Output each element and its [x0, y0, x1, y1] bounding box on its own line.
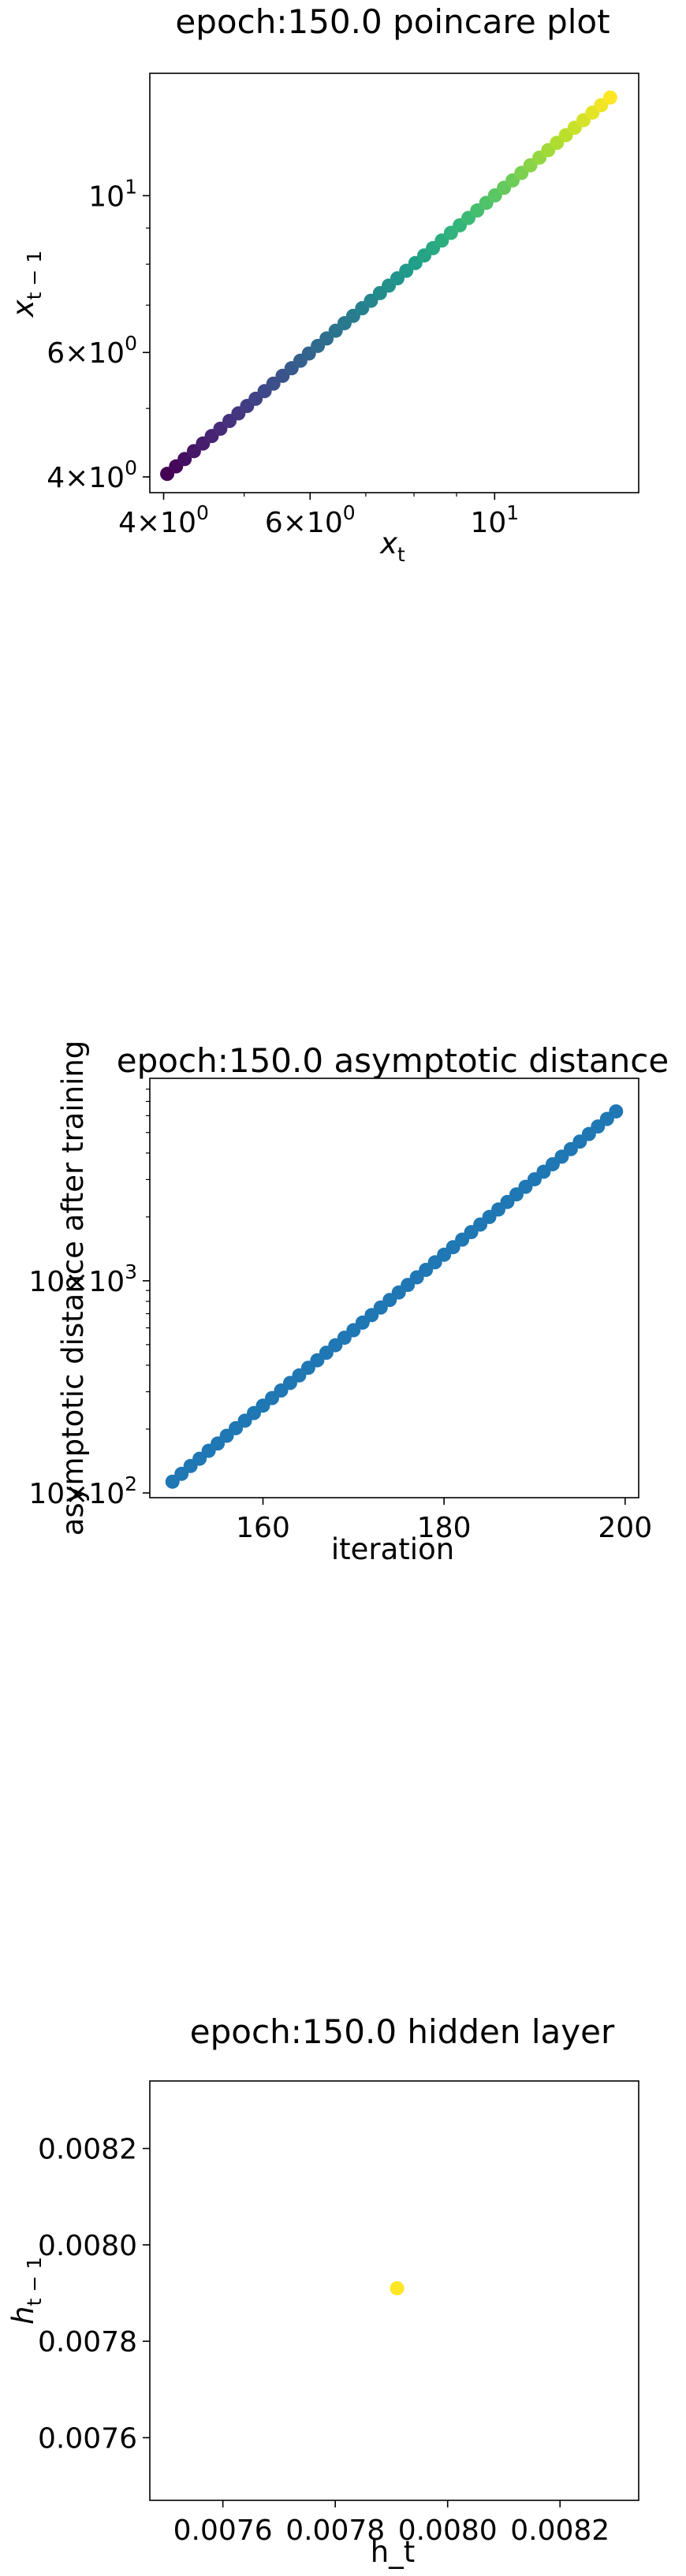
y-axis-label: asymptotic distance after training [56, 1040, 90, 1536]
plot-frame [149, 73, 639, 493]
data-points [160, 90, 617, 482]
x-tick-label: 0.0076 [173, 2515, 273, 2547]
plot-frame [149, 1078, 639, 1498]
y-tick-label: 6×100 [47, 332, 137, 370]
x-tick-label: 0.0080 [398, 2515, 498, 2547]
data-point [266, 376, 281, 391]
chart-title: epoch:150.0 hidden layer [190, 2012, 615, 2051]
data-point [177, 452, 192, 467]
x-tick-label: 101 [470, 501, 519, 539]
x-tick-label: 4×100 [118, 501, 209, 539]
chart-title: epoch:150.0 poincare plot [175, 2, 610, 41]
y-axis-label: ht − 1 [6, 2257, 46, 2325]
x-tick-label: 180 [417, 1512, 472, 1544]
y-tick-label: 10×103 [28, 1260, 137, 1298]
y-tick-label: 4×100 [47, 456, 137, 494]
plot-frame [149, 2080, 639, 2501]
data-point [609, 1104, 624, 1119]
x-axis-label: xt [379, 527, 405, 566]
y-ticks: 0.0076 0.0078 0.0080 0.0082 [38, 2134, 150, 2455]
y-tick-label: 0.0080 [38, 2230, 137, 2262]
x-axis-label: iteration [331, 1532, 454, 1566]
y-tick-label: 0.0078 [38, 2326, 137, 2358]
x-tick-label: 160 [236, 1512, 290, 1544]
hidden-layer-plot: epoch:150.0 hidden layer 0.0076 0.0078 0.0… [6, 2012, 639, 2569]
y-tick-label: 10×102 [28, 1472, 137, 1510]
y-ticks: 4×100 6×100 101 [47, 175, 150, 494]
x-ticks: 4×100 6×100 101 [118, 493, 519, 539]
asymptotic-distance-plot: epoch:150.0 asymptotic distance 160 180 20… [28, 1040, 669, 1566]
x-tick-label: 0.0082 [510, 2515, 610, 2547]
x-axis-label: h_t [371, 2535, 415, 2569]
data-point [390, 2280, 405, 2295]
y-tick-label: 101 [88, 175, 137, 213]
y-tick-label: 0.0076 [38, 2423, 137, 2455]
data-point [602, 90, 617, 105]
x-ticks: 0.0076 0.0078 0.0080 0.0082 [173, 2500, 610, 2547]
x-tick-label: 200 [598, 1512, 652, 1544]
chart-title: epoch:150.0 asymptotic distance [117, 1041, 669, 1080]
y-ticks: 10×102 10×103 [28, 1089, 150, 1510]
y-tick-label: 0.0082 [38, 2134, 137, 2166]
x-tick-label: 6×100 [265, 501, 356, 539]
data-points [390, 2280, 405, 2295]
poincare-plot: epoch:150.0 poincare plot 4×100 6×100 101 … [6, 2, 639, 566]
data-points [165, 1104, 624, 1489]
x-ticks: 160 180 200 [236, 1498, 652, 1544]
x-tick-label: 0.0078 [285, 2515, 385, 2547]
y-axis-label: xt − 1 [6, 251, 46, 318]
